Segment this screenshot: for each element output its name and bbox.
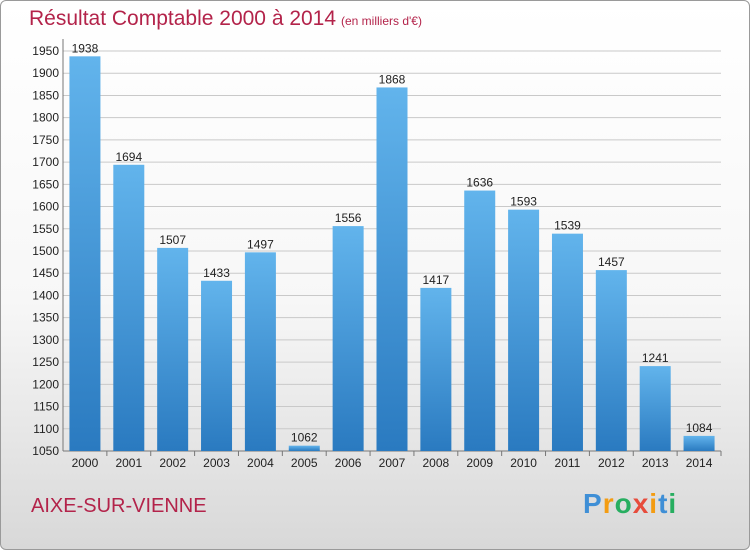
chart-title: Résultat Comptable 2000 à 2014 xyxy=(29,7,337,30)
bar-2000 xyxy=(69,56,101,451)
chart-subtitle: (en milliers d'€) xyxy=(341,14,422,28)
place-name: AIXE-SUR-VIENNE xyxy=(31,495,207,517)
data-label: 1497 xyxy=(247,237,274,251)
bar-2012 xyxy=(595,270,627,451)
y-tick-label: 1450 xyxy=(32,266,59,280)
y-tick-label: 1050 xyxy=(32,444,59,458)
x-tick-label: 2009 xyxy=(466,456,493,470)
x-tick-label: 2008 xyxy=(423,456,450,470)
x-tick-label: 2014 xyxy=(686,456,713,470)
y-tick-label: 1250 xyxy=(32,355,59,369)
y-tick-label: 1750 xyxy=(32,133,59,147)
y-tick-label: 1200 xyxy=(32,377,59,391)
y-tick-label: 1100 xyxy=(33,422,59,436)
x-tick-label: 2004 xyxy=(247,456,274,470)
bar-2005 xyxy=(288,445,320,451)
data-label: 1556 xyxy=(335,211,362,225)
data-label: 1593 xyxy=(510,195,537,209)
x-tick-label: 2010 xyxy=(510,456,537,470)
y-tick-label: 1800 xyxy=(32,111,59,125)
proxiti-logo: Proxiti xyxy=(583,488,677,520)
logo-letter: i xyxy=(649,488,659,519)
data-label: 1433 xyxy=(203,266,230,280)
data-label: 1417 xyxy=(423,273,450,287)
x-tick-label: 2012 xyxy=(598,456,625,470)
y-tick-label: 1900 xyxy=(32,66,59,80)
x-tick-label: 2002 xyxy=(159,456,186,470)
x-tick-label: 2003 xyxy=(203,456,230,470)
bar-2002 xyxy=(157,247,189,451)
bar-2001 xyxy=(113,164,145,451)
y-tick-label: 1350 xyxy=(32,311,59,325)
logo-letter: x xyxy=(632,488,650,519)
logo-letter: P xyxy=(583,488,603,519)
bar-2004 xyxy=(244,252,276,451)
x-tick-label: 2005 xyxy=(291,456,318,470)
y-tick-label: 1700 xyxy=(32,155,59,169)
data-label: 1507 xyxy=(159,233,186,247)
bar-2006 xyxy=(332,226,364,451)
x-tick-label: 2001 xyxy=(115,456,142,470)
y-tick-label: 1300 xyxy=(32,333,59,347)
data-label: 1241 xyxy=(642,351,669,365)
y-tick-label: 1400 xyxy=(32,288,59,302)
x-tick-label: 2013 xyxy=(642,456,669,470)
logo-letter: t xyxy=(658,488,669,519)
x-tick-label: 2007 xyxy=(379,456,406,470)
y-tick-label: 1600 xyxy=(32,200,59,214)
bar-2011 xyxy=(551,233,583,451)
logo-letter: i xyxy=(668,488,678,519)
x-tick-label: 2011 xyxy=(555,456,581,470)
y-tick-label: 1150 xyxy=(33,400,59,414)
bar-2007 xyxy=(376,87,408,451)
x-tick-label: 2000 xyxy=(72,456,99,470)
logo-letter: r xyxy=(602,488,615,519)
data-label: 1636 xyxy=(466,176,493,190)
y-tick-label: 1950 xyxy=(32,44,59,58)
data-label: 1539 xyxy=(554,219,581,233)
bar-2013 xyxy=(639,366,671,451)
data-label: 1694 xyxy=(115,150,142,164)
data-label: 1938 xyxy=(72,41,99,55)
logo-letter: o xyxy=(614,488,633,519)
data-label: 1868 xyxy=(379,72,406,86)
bar-2009 xyxy=(464,190,496,452)
data-label: 1457 xyxy=(598,255,625,269)
y-tick-label: 1650 xyxy=(32,177,59,191)
data-label: 1084 xyxy=(686,421,713,435)
y-tick-label: 1550 xyxy=(32,222,59,236)
y-tick-label: 1500 xyxy=(32,244,59,258)
bar-2014 xyxy=(683,435,715,451)
y-tick-label: 1850 xyxy=(32,88,59,102)
bar-2003 xyxy=(201,280,233,451)
data-label: 1062 xyxy=(291,431,318,445)
bar-2008 xyxy=(420,287,452,451)
x-tick-label: 2006 xyxy=(335,456,362,470)
bar-2010 xyxy=(508,209,540,451)
